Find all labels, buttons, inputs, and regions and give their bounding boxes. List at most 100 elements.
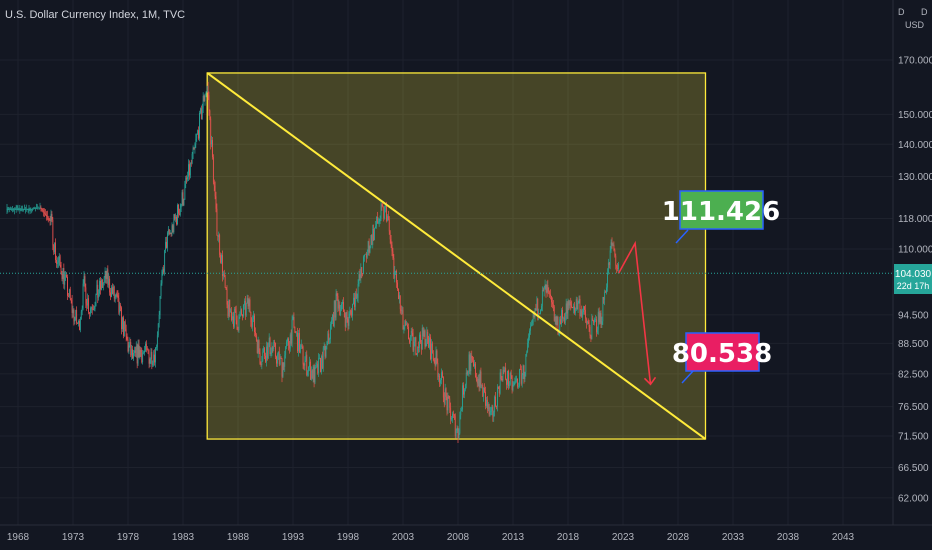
candle-body [197,130,199,135]
candle-body [532,313,534,324]
candle-body [398,289,399,300]
candle-body [556,316,558,325]
candle-body [339,304,341,315]
candle-body [425,343,427,347]
candle-body [565,303,567,317]
candle-body [15,209,17,211]
candle-body [277,354,278,364]
candle-body [212,157,214,183]
candle-body [133,353,134,359]
candle-body [270,352,272,355]
candle-body [563,317,564,319]
candle-body [29,209,31,210]
candle-body [199,112,200,139]
candle-body [448,395,450,399]
candle-body [457,427,459,439]
candle-body [350,310,352,312]
candle-body [511,375,513,390]
y-tick-label: 66.500 [898,463,929,474]
candle-body [366,251,368,258]
candle-body [574,307,576,313]
candle-body [245,303,247,316]
candle-body [451,418,452,420]
candle-body [221,255,222,263]
candle-body [394,271,396,279]
candle-body [185,177,187,184]
candle-body [196,134,198,139]
candle-body [7,209,9,211]
candle-body [474,363,475,367]
candle-body [378,221,380,223]
candle-body [449,398,451,408]
price-scale-panel[interactable] [893,0,932,525]
candle-body [33,208,34,210]
candle-body [437,363,439,377]
currency-marker: D [898,7,905,17]
candle-body [367,241,369,252]
candle-body [18,209,20,211]
candle-body [215,196,217,209]
candle-body [412,332,414,351]
candle-body [576,299,578,310]
x-tick-label: 1988 [227,532,250,543]
candle-body [365,254,366,255]
candle-body [327,333,329,342]
candle-body [74,317,76,322]
candle-body [280,357,282,359]
projection-path[interactable] [617,240,657,386]
candle-body [461,409,463,412]
candle-body [108,278,110,286]
x-tick-label: 2013 [502,532,525,543]
candle-body [453,414,455,417]
candle-body [202,95,204,109]
candle-body [220,254,221,263]
currency-selector[interactable]: D USD D [898,7,928,30]
y-tick-label: 140.000 [898,140,932,151]
x-tick-label: 1968 [7,532,30,543]
candle-body [112,286,114,294]
candle-body [250,312,252,323]
candle-body [183,199,185,206]
candle-body [584,306,585,310]
candle-body [557,316,559,334]
candle-body [401,310,403,312]
candle-body [460,411,462,416]
candle-body [178,213,180,216]
candle-body [8,209,10,211]
candle-body [397,282,398,290]
callout-low[interactable]: 80.538 [672,332,772,384]
candle-body [135,346,137,353]
candle-body [487,404,489,409]
candle-body [554,316,556,321]
candle-body [240,309,242,315]
candle-body [78,321,79,324]
candle-body [524,372,526,380]
candle-body [454,416,456,436]
candle-body [555,316,557,325]
candle-body [507,370,508,385]
candle-body [426,331,428,344]
trendline[interactable] [206,72,707,440]
candle-body [207,86,209,96]
candle-body [332,314,333,321]
candle-body [35,208,37,209]
candle-body [550,294,551,297]
candle-body [244,300,245,306]
candle-body [491,406,493,411]
time-scale-panel[interactable] [0,525,932,550]
candle-body [110,292,111,297]
callout-high[interactable]: 111.426 [662,190,780,244]
candle-body [328,333,330,341]
candle-body [312,366,314,379]
candle-body [326,341,328,346]
candle-body [431,343,433,354]
candle-body [176,216,177,225]
candle-body [252,319,254,327]
candle-body [79,319,81,330]
candle-body [84,276,86,288]
candle-body [95,294,97,307]
candle-body [503,369,505,372]
candle-body [566,303,568,314]
candle-body [478,378,480,388]
